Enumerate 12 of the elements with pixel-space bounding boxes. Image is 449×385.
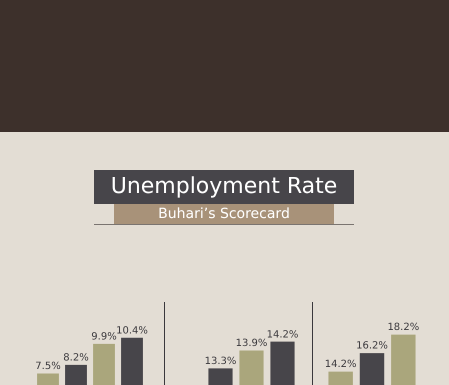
data-label: 16.2%	[356, 340, 388, 352]
data-label: 9.9%	[91, 331, 117, 342]
data-label: 14.2%	[266, 329, 298, 340]
data-label: 13.9%	[236, 338, 268, 350]
text: Buhari’s Scorecard	[114, 204, 334, 224]
data-label: 8.2%	[63, 352, 89, 364]
text: Unemployment Rate	[94, 170, 354, 204]
data-label: 7.5%	[35, 361, 61, 372]
data-label: 13.3%	[204, 356, 236, 367]
data-label: 10.4%	[116, 325, 148, 336]
data-label: 14.2%	[324, 359, 357, 370]
data-label: 18.2%	[387, 322, 420, 334]
